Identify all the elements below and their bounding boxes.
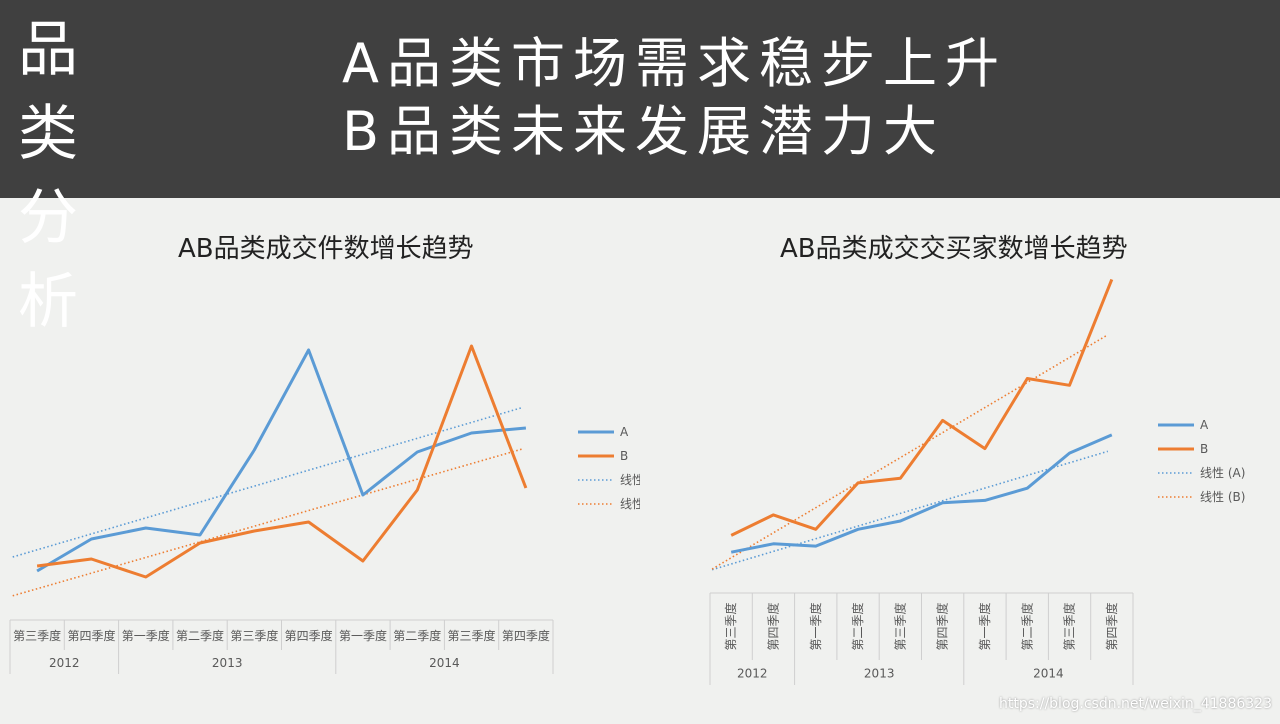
category-label: 第三季度 bbox=[13, 628, 61, 643]
side-title: 品 类 分 析 bbox=[18, 8, 158, 344]
header-banner: 品 类 分 析 A品类市场需求稳步上升 B品类未来发展潜力大 bbox=[0, 0, 1280, 337]
legend-label: B bbox=[1200, 442, 1208, 456]
legend-label: 线性 (A) bbox=[1200, 466, 1245, 480]
headline-line1: A品类市场需求稳步上升 bbox=[342, 32, 1007, 95]
series-line-A bbox=[36, 348, 527, 573]
chart-orders: AB品类成交件数增长趋势 第三季度 第四季度 第一季度 第二季度 第三季度 第四季度 第一季… bbox=[0, 198, 665, 720]
legend-label: A bbox=[1200, 418, 1209, 432]
year-label: 2014 bbox=[1033, 667, 1064, 681]
chart-title: AB品类成交件数增长趋势 bbox=[178, 234, 474, 264]
category-label: 第二季度 bbox=[393, 628, 441, 643]
legend-label: 线性 (A) bbox=[620, 473, 640, 487]
category-label: 第一季度 bbox=[339, 628, 387, 643]
series-line-A bbox=[730, 433, 1113, 554]
category-label: 第四季度 bbox=[1104, 602, 1119, 650]
category-label: 第三季度 bbox=[892, 602, 907, 650]
category-label: 第一季度 bbox=[977, 602, 992, 650]
year-label: 2012 bbox=[737, 667, 768, 681]
category-label: 第二季度 bbox=[1019, 602, 1034, 650]
series-line-B bbox=[730, 278, 1114, 537]
category-label: 第四季度 bbox=[765, 602, 780, 650]
year-label: 2012 bbox=[49, 656, 80, 670]
category-label: 第一季度 bbox=[122, 628, 170, 643]
side-title-line1: 品 类 bbox=[18, 15, 92, 169]
series-line-B bbox=[36, 344, 528, 579]
legend-label: 线性 (B) bbox=[1200, 490, 1245, 504]
category-label: 第一季度 bbox=[808, 602, 823, 650]
category-label: 第四季度 bbox=[935, 602, 950, 650]
category-label: 第三季度 bbox=[723, 602, 738, 650]
headline-line2: B品类未来发展潜力大 bbox=[342, 100, 946, 163]
legend-label: A bbox=[620, 425, 629, 439]
category-label: 第三季度 bbox=[230, 628, 278, 643]
chart-orders-plot: 第三季度 第四季度 第一季度 第二季度 第三季度 第四季度 第一季度 第二季度 第三季度 第四季度… bbox=[9, 344, 665, 674]
legend-label: 线性 (B) bbox=[620, 497, 640, 511]
chart-title: AB品类成交交买家数增长趋势 bbox=[780, 234, 1128, 264]
category-label: 第三季度 bbox=[448, 628, 496, 643]
category-label: 第四季度 bbox=[67, 628, 115, 643]
legend-label: B bbox=[620, 449, 628, 463]
headline: A品类市场需求稳步上升 B品类未来发展潜力大 bbox=[342, 30, 1007, 166]
category-label: 第四季度 bbox=[502, 628, 550, 643]
category-label: 第二季度 bbox=[176, 628, 224, 643]
chart-buyers-plot: 第三季度 第四季度 第一季度 第二季度 第三季度 第四季度 第一季度 第二季度 第三季度 第四季度… bbox=[709, 278, 1245, 685]
chart-buyers: AB品类成交交买家数增长趋势 第三季度 第四季度 第一季度 第二季度 第三季度 第四季度第… bbox=[640, 198, 1280, 720]
side-title-line2: 分 析 bbox=[18, 183, 92, 337]
year-label: 2013 bbox=[212, 656, 243, 670]
category-label: 第三季度 bbox=[1062, 602, 1077, 650]
year-label: 2013 bbox=[864, 667, 895, 681]
year-label: 2014 bbox=[429, 656, 460, 670]
category-label: 第四季度 bbox=[285, 628, 333, 643]
watermark: https://blog.csdn.net/weixin_41886323 bbox=[998, 696, 1272, 712]
category-label: 第二季度 bbox=[850, 602, 865, 650]
